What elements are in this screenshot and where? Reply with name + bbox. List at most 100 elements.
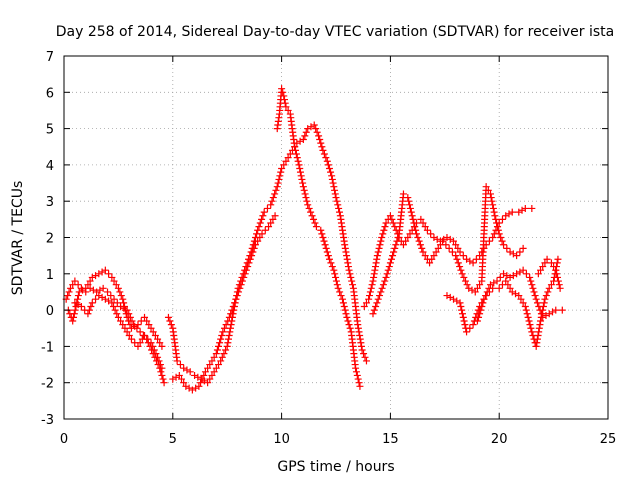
data-point-marker [532,295,540,303]
data-point-marker [236,284,244,292]
data-point-marker [336,288,344,296]
data-point-marker [542,292,550,300]
data-point-marker [341,241,349,249]
data-point-marker [392,241,400,249]
data-point-marker [121,324,129,332]
x-tick-label: 5 [169,432,177,447]
data-point-marker [324,252,332,260]
data-point-marker [119,321,127,329]
data-point-marker [327,168,335,176]
data-point-marker [528,204,536,212]
data-point-marker [479,299,487,307]
data-point-marker [528,281,536,289]
data-point-marker [317,139,325,147]
data-point-marker [377,237,385,245]
data-point-marker [476,310,484,318]
data-point-marker [88,299,96,307]
data-point-marker [327,259,335,267]
data-point-marker [460,273,468,281]
data-point-marker [271,212,279,220]
data-point-marker [77,302,85,310]
data-point-marker [119,295,127,303]
data-point-marker [232,295,240,303]
data-point-marker [158,342,166,350]
data-point-marker [258,215,266,223]
data-point-marker [213,346,221,354]
data-point-marker [320,237,328,245]
data-point-marker [310,121,318,129]
data-point-marker [173,357,181,365]
data-point-marker [378,284,386,292]
data-point-marker [318,143,326,151]
data-point-marker [381,223,389,231]
data-point-marker [134,342,142,350]
data-point-marker [210,368,218,376]
data-point-marker [246,255,254,263]
data-point-marker [527,277,535,285]
data-point-marker [379,230,387,238]
data-point-marker [374,295,382,303]
data-point-marker [525,317,533,325]
data-point-marker [343,252,351,260]
data-point-marker [294,157,302,165]
data-point-marker [458,270,466,278]
data-point-marker [323,157,331,165]
data-point-marker [554,255,562,263]
data-point-marker [508,208,516,216]
data-point-marker [149,342,157,350]
data-point-marker [292,150,300,158]
data-point-marker [180,364,188,372]
data-point-marker [295,161,303,169]
data-point-marker [461,277,469,285]
data-point-marker [354,324,362,332]
data-point-marker [176,361,184,369]
data-point-marker [381,277,389,285]
data-point-marker [389,252,397,260]
data-point-marker [237,281,245,289]
data-point-marker [446,235,454,243]
data-point-marker [349,281,357,289]
data-point-marker [480,295,488,303]
data-point-marker [206,361,214,369]
data-point-marker [95,270,103,278]
data-point-marker [299,179,307,187]
data-point-marker [506,248,514,256]
data-point-marker [380,226,388,234]
data-point-marker [250,244,258,252]
data-point-marker [421,252,429,260]
data-point-marker [267,219,275,227]
data-point-marker [225,335,233,343]
data-point-marker [414,234,422,241]
data-point-marker [536,306,544,314]
data-point-marker [154,353,162,361]
data-point-marker [427,230,435,238]
data-point-marker [505,210,513,218]
data-point-marker [463,255,471,263]
data-point-marker [550,263,558,271]
data-point-marker [96,286,104,294]
data-point-marker [329,179,337,187]
data-point-marker [402,237,410,245]
data-point-marker [453,297,461,305]
data-point-marker [110,302,118,310]
data-point-marker [513,252,521,260]
data-point-marker [492,215,500,223]
data-point-marker [111,306,119,314]
chart-title: Day 258 of 2014, Sidereal Day-to-day VTE… [56,24,614,40]
data-point-marker [344,317,352,325]
data-point-marker [273,183,281,191]
data-point-marker [369,277,377,285]
data-point-marker [533,339,541,347]
data-point-marker [281,96,289,104]
data-point-marker [428,255,436,263]
data-point-marker [461,321,469,329]
data-point-marker [208,371,216,379]
data-point-marker [125,332,133,340]
series-track-f [273,85,364,390]
data-point-marker [261,226,269,234]
data-point-marker [321,241,329,249]
data-point-marker [339,295,347,303]
data-point-marker [411,223,419,231]
data-point-marker [218,332,226,340]
data-point-marker [304,125,312,133]
